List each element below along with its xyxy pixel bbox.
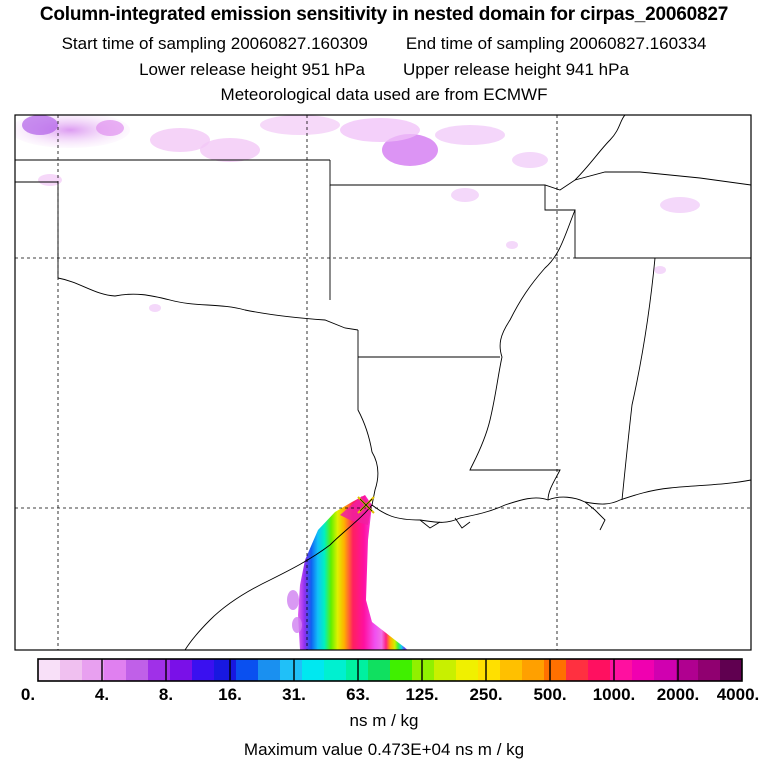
- colorbar-cell: [258, 659, 281, 681]
- map-frame: [14, 114, 752, 651]
- upper-release-value: 941 hPa: [565, 60, 629, 79]
- release-heights-line: Lower release height 951 hPa Upper releas…: [0, 60, 768, 80]
- colorbar-tick-label: 2000.: [657, 685, 700, 704]
- colorbar-cell: [698, 659, 721, 681]
- start-time-label: Start time of sampling: [61, 34, 226, 53]
- colorbar-cell: [610, 659, 633, 681]
- colorbar-cell: [148, 659, 171, 681]
- colorbar-tick-labels: 0. 4. 8. 16. 31. 63. 125. 250. 500. 1000. 2000. 400…: [21, 685, 759, 704]
- colorbar-cell: [280, 659, 303, 681]
- colorbar-tick-label: 4000.: [717, 685, 760, 704]
- graticule: [15, 115, 751, 650]
- coastline: [184, 479, 751, 650]
- colorbar-cell: [720, 659, 743, 681]
- colorbar-cell: [412, 659, 435, 681]
- mississippi-river: [469, 185, 576, 501]
- colorbar-cell: [170, 659, 193, 681]
- colorbar-cell: [368, 659, 391, 681]
- colorbar-cell: [588, 659, 611, 681]
- colorbar-cell: [346, 659, 369, 681]
- colorbar-frame: [37, 658, 743, 682]
- ohio-kentucky-line: [574, 115, 626, 181]
- maximum-value: 0.473E+04 ns m / kg: [367, 740, 525, 759]
- coastline-louisiana-islands: [419, 501, 606, 531]
- maximum-value-line: Maximum value 0.473E+04 ns m / kg: [0, 740, 768, 760]
- colorbar-cell: [236, 659, 259, 681]
- colorbar-cell: [478, 659, 501, 681]
- release-point-marker: [357, 496, 375, 514]
- colorbar-units: ns m / kg: [349, 711, 419, 730]
- colorbar-ticks: [101, 659, 679, 681]
- colorbar-cell: [38, 659, 61, 681]
- colorbar-cell: [632, 659, 655, 681]
- colorbar-cell: [104, 659, 127, 681]
- end-time-value: 20060827.160334: [569, 34, 707, 53]
- texas-louisiana-border: [357, 330, 379, 506]
- colorbar-cell: [390, 659, 413, 681]
- colorbar-cell: [676, 659, 699, 681]
- colorbar-cell: [544, 659, 567, 681]
- maximum-value-label: Maximum value: [243, 740, 363, 759]
- colorbar-cell: [522, 659, 545, 681]
- colorbar-cell: [566, 659, 589, 681]
- end-time-label: End time of sampling: [405, 34, 565, 53]
- colorbar-cell: [434, 659, 457, 681]
- colorbar-cell: [126, 659, 149, 681]
- colorbar-cell: [456, 659, 479, 681]
- colorbar: 0. 4. 8. 16. 31. 63. 125. 250. 500. 1000. 2000. 400…: [21, 658, 759, 704]
- colorbar-cell: [82, 659, 105, 681]
- colorbar-tick-label: 250.: [469, 685, 502, 704]
- colorbar-tick-label: 31.: [282, 685, 306, 704]
- colorbar-tick-label: 8.: [159, 685, 173, 704]
- lower-release-label: Lower release height: [139, 60, 297, 79]
- met-data-line: Meteorological data used are from ECMWF: [220, 85, 548, 104]
- map-title: Column-integrated emission sensitivity i…: [39, 4, 729, 25]
- sensitivity-field-north: [149, 118, 700, 312]
- colorbar-tick-label: 1000.: [593, 685, 636, 704]
- start-time-value: 20060827.160309: [230, 34, 368, 53]
- colorbar-tick-label: 500.: [533, 685, 566, 704]
- mississippi-alabama-line: [621, 257, 656, 501]
- colorbar-tick-label: 125.: [405, 685, 438, 704]
- colorbar-tick-label: 63.: [346, 685, 370, 704]
- colorbar-tick-label: 16.: [218, 685, 242, 704]
- colorbar-cell: [192, 659, 215, 681]
- colorbar-cell: [60, 659, 83, 681]
- sensitivity-field-northwest: [15, 115, 340, 186]
- lower-release-value: 951 hPa: [301, 60, 365, 79]
- upper-release-label: Upper release height: [403, 60, 561, 79]
- red-river: [57, 277, 359, 331]
- colorbar-cell: [302, 659, 325, 681]
- sampling-times-line: Start time of sampling 20060827.160309 En…: [0, 34, 768, 54]
- colorbar-cells: [38, 659, 743, 681]
- colorbar-cell: [654, 659, 677, 681]
- colorbar-cell: [500, 659, 523, 681]
- colorbar-cell: [214, 659, 237, 681]
- colorbar-cell: [324, 659, 347, 681]
- colorbar-tick-label: 4.: [95, 685, 109, 704]
- colorbar-tick-label: 0.: [21, 685, 35, 704]
